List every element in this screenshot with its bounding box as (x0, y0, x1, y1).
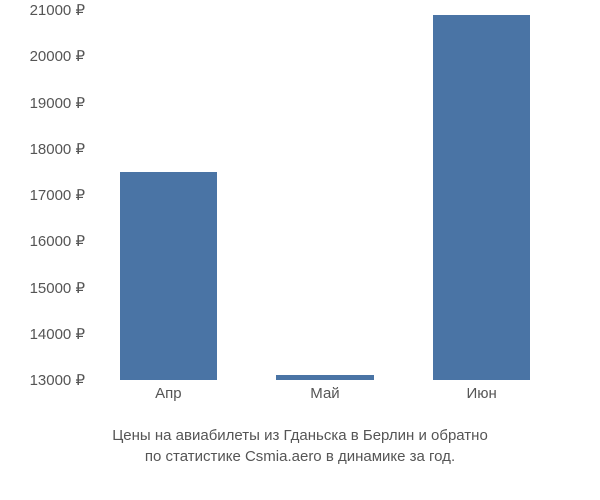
y-tick-label: 20000 ₽ (5, 47, 85, 65)
y-tick-label: 15000 ₽ (5, 279, 85, 297)
y-tick-label: 16000 ₽ (5, 232, 85, 250)
x-tick-label: Май (310, 385, 339, 402)
y-tick-label: 21000 ₽ (5, 1, 85, 19)
y-axis: 13000 ₽14000 ₽15000 ₽16000 ₽17000 ₽18000… (5, 10, 85, 380)
bars-group (90, 10, 560, 380)
bar (276, 375, 373, 380)
price-chart: 13000 ₽14000 ₽15000 ₽16000 ₽17000 ₽18000… (90, 10, 560, 410)
x-tick-label: Апр (155, 385, 181, 402)
x-tick-label: Июн (466, 385, 496, 402)
plot-area: 13000 ₽14000 ₽15000 ₽16000 ₽17000 ₽18000… (90, 10, 560, 380)
y-tick-label: 13000 ₽ (5, 371, 85, 389)
y-tick-label: 18000 ₽ (5, 140, 85, 158)
y-tick-label: 19000 ₽ (5, 94, 85, 112)
caption-line-2: по статистике Csmia.aero в динамике за г… (0, 446, 600, 467)
bar (120, 172, 217, 380)
y-tick-label: 14000 ₽ (5, 325, 85, 343)
x-axis: Апр Май Июн (90, 385, 560, 410)
y-tick-label: 17000 ₽ (5, 186, 85, 204)
chart-caption: Цены на авиабилеты из Гданьска в Берлин … (0, 425, 600, 467)
caption-line-1: Цены на авиабилеты из Гданьска в Берлин … (0, 425, 600, 446)
bar (433, 15, 530, 380)
